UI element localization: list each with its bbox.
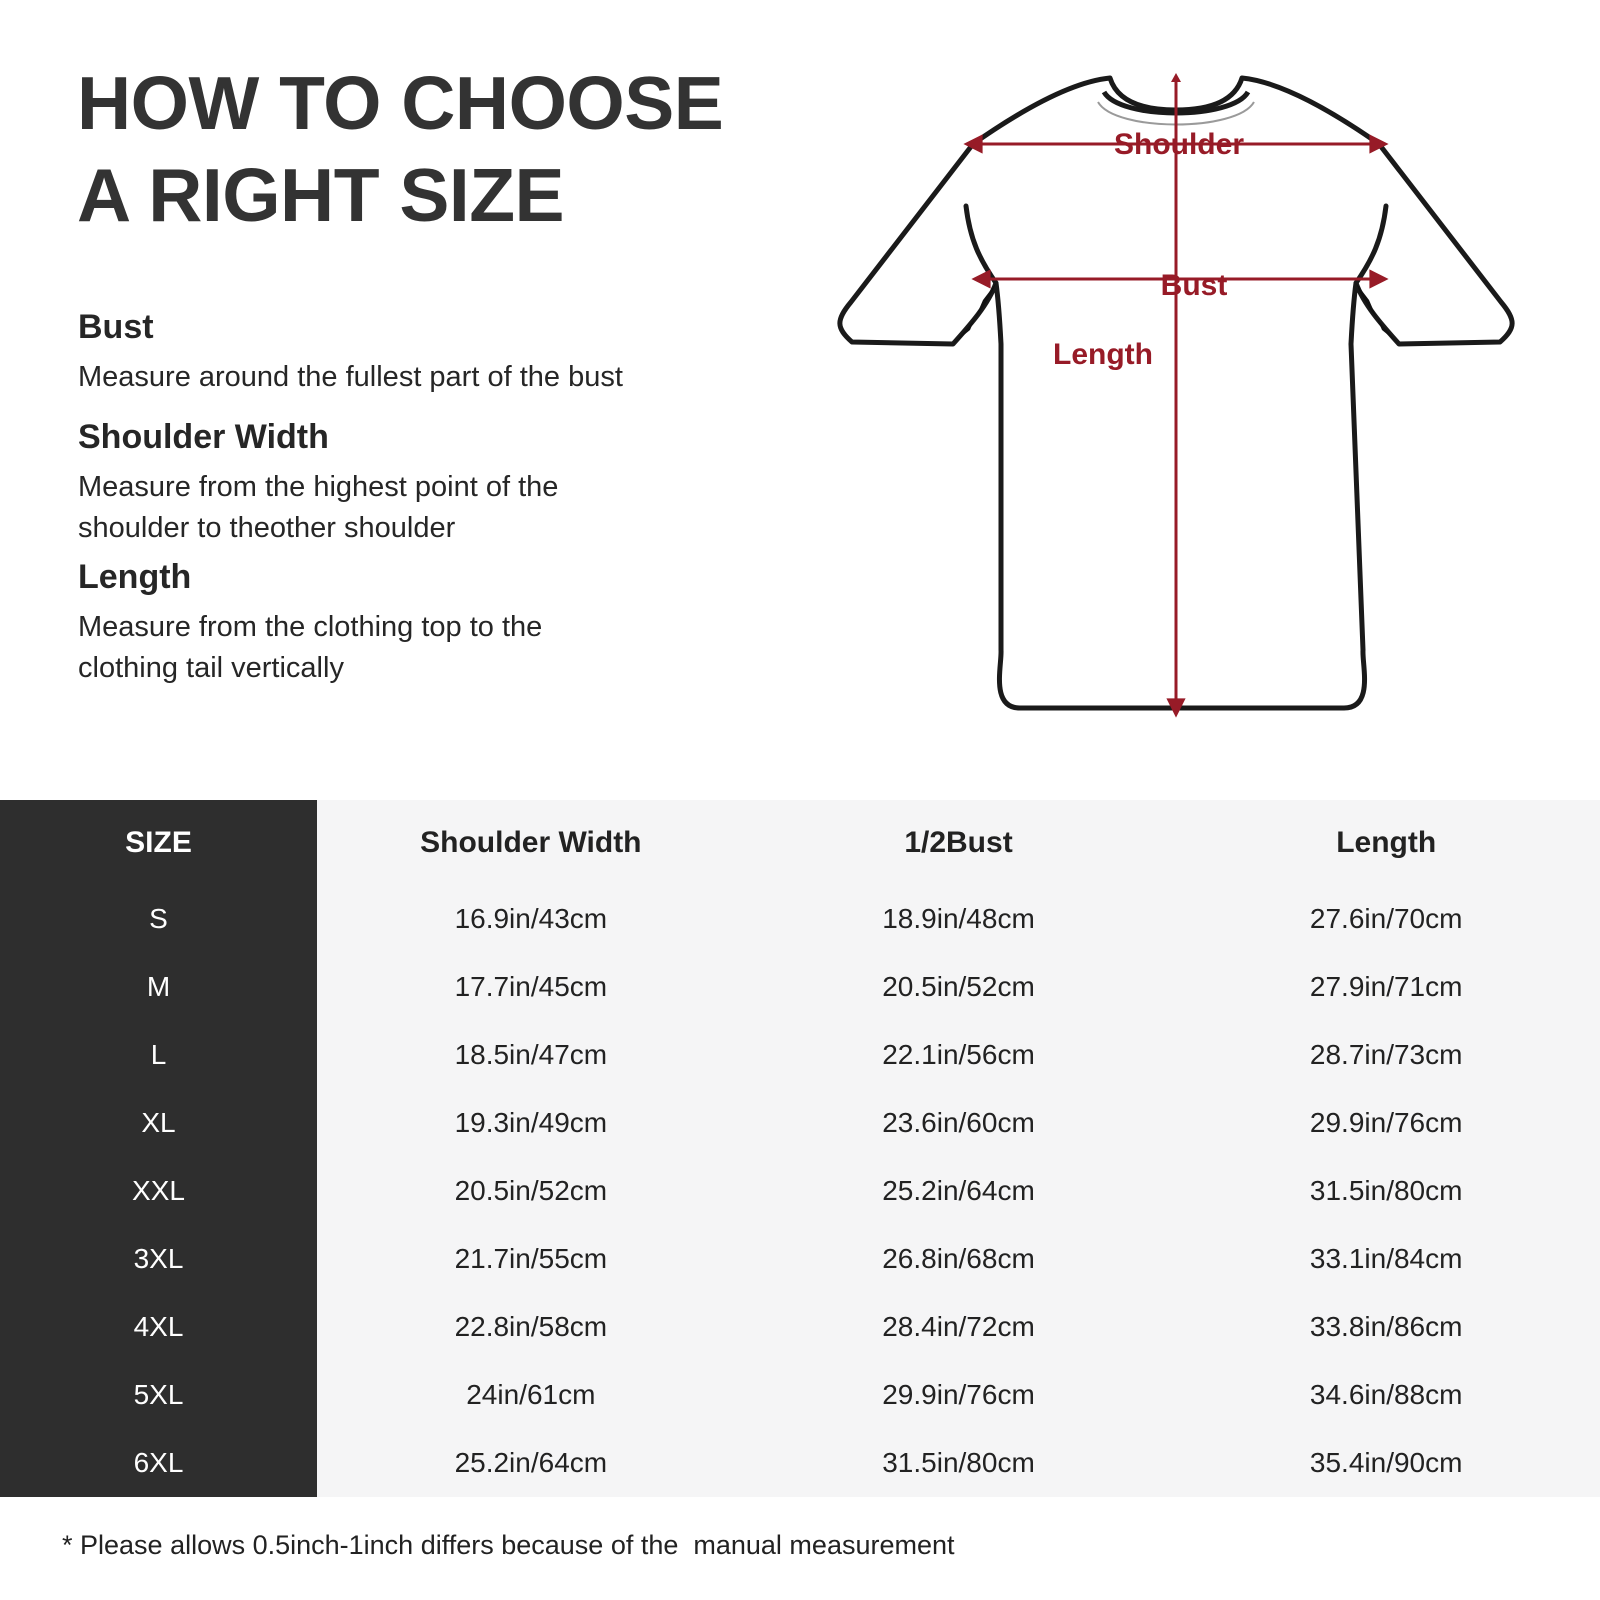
svg-text:Bust: Bust — [1161, 269, 1228, 302]
svg-text:Shoulder: Shoulder — [1114, 128, 1244, 161]
svg-text:Length: Length — [1053, 338, 1153, 371]
